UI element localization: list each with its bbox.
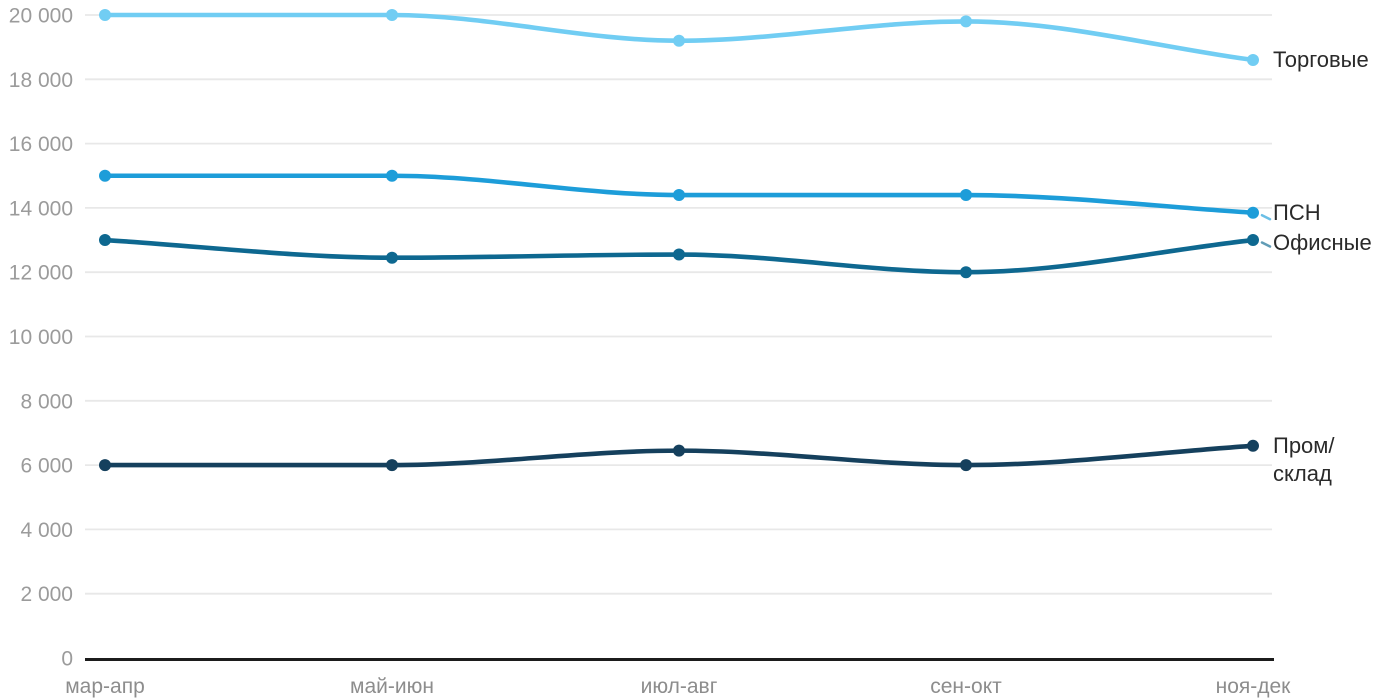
data-point-ofisnye-0[interactable]: [99, 234, 111, 247]
data-point-torgovye-0[interactable]: [99, 9, 111, 21]
series-end-label-ofisnye: Офисные: [1273, 229, 1372, 255]
y-axis-tick-label: 6 000: [20, 455, 73, 478]
x-axis-label: сен-окт: [930, 675, 1002, 698]
x-axis-label: ноя-дек: [1216, 675, 1292, 698]
data-point-ofisnye-3[interactable]: [960, 266, 972, 279]
y-axis-tick-label: 16 000: [9, 133, 73, 156]
data-point-prom-sklad-2[interactable]: [673, 444, 685, 457]
data-point-psn-2[interactable]: [673, 189, 685, 202]
y-axis-tick-label: 8 000: [20, 390, 73, 413]
y-axis-tick-label: 4 000: [20, 519, 73, 542]
x-axis-label: май-июн: [350, 675, 434, 698]
y-axis-tick-label: 10 000: [9, 326, 73, 349]
data-point-psn-1[interactable]: [386, 169, 398, 182]
x-axis-label: мар-апр: [65, 675, 145, 698]
data-point-ofisnye-1[interactable]: [386, 251, 398, 264]
series-end-label-prom-sklad: Пром/ склад: [1273, 432, 1335, 486]
data-point-psn-0[interactable]: [99, 169, 111, 182]
leader-dash-ofisnye: [1260, 241, 1272, 248]
data-point-prom-sklad-0[interactable]: [99, 459, 111, 472]
data-point-torgovye-2[interactable]: [673, 34, 685, 47]
y-axis-tick-label: 2 000: [20, 583, 73, 606]
data-point-ofisnye-2[interactable]: [673, 248, 685, 261]
y-axis-tick-label: 0: [61, 648, 73, 671]
y-axis-tick-label: 14 000: [9, 197, 73, 220]
data-point-psn-4[interactable]: [1247, 206, 1259, 219]
leader-dash-psn: [1260, 213, 1272, 221]
y-axis-tick-label: 12 000: [9, 262, 73, 285]
data-point-torgovye-3[interactable]: [960, 15, 972, 28]
data-point-prom-sklad-1[interactable]: [386, 459, 398, 472]
y-axis-tick-label: 20 000: [9, 5, 73, 28]
series-end-label-torgovye: Торговые: [1273, 47, 1369, 72]
data-point-ofisnye-4[interactable]: [1247, 234, 1259, 247]
data-point-torgovye-4[interactable]: [1247, 54, 1259, 67]
data-point-prom-sklad-4[interactable]: [1247, 439, 1259, 452]
data-point-psn-3[interactable]: [960, 189, 972, 202]
series-end-label-psn: ПСН: [1273, 199, 1321, 225]
data-point-prom-sklad-3[interactable]: [960, 459, 972, 472]
x-axis-label: июл-авг: [641, 675, 718, 698]
data-point-torgovye-1[interactable]: [386, 9, 398, 21]
y-axis-tick-label: 18 000: [9, 69, 73, 92]
